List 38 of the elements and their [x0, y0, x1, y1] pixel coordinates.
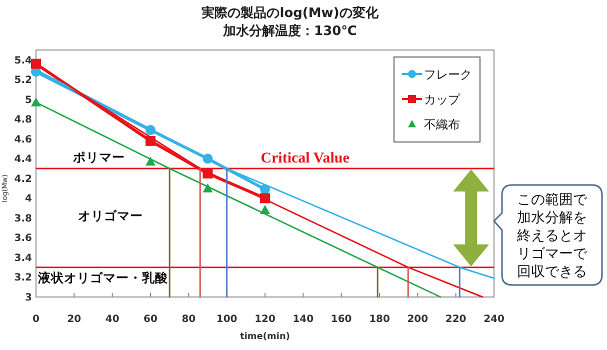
y-tick-label: 5.4	[14, 55, 32, 66]
legend-label: フレーク	[424, 68, 472, 82]
y-tick-label: 5	[25, 94, 32, 106]
x-tick-label: 40	[105, 314, 120, 325]
x-tick-label: 160	[330, 314, 352, 325]
y-tick-label: 4.8	[14, 114, 32, 126]
x-tick-label: 220	[445, 314, 466, 325]
legend-label: 不織布	[424, 118, 460, 132]
point	[31, 58, 41, 69]
x-axis-title: time(min)	[240, 332, 290, 342]
x-tick-label: 120	[254, 314, 276, 325]
chart-subtitle: 加水分解温度：130℃	[222, 23, 357, 39]
text: この範囲で加水分解を終えるとオリゴマーで回収できる	[516, 192, 588, 280]
annotation: 液状オリゴマー・乳酸	[36, 270, 169, 286]
annotation: オリゴマー	[78, 208, 143, 223]
x-tick-label: 200	[407, 314, 428, 325]
y-tick-label: 4	[25, 194, 32, 205]
x-tick-label: 140	[292, 314, 314, 325]
x-tick-label: 60	[144, 314, 158, 325]
y-tick-label: 4.4	[14, 154, 32, 166]
y-tick-label: 3	[25, 292, 32, 304]
y-tick-label: 3.8	[14, 213, 32, 224]
x-tick-label: 80	[182, 314, 196, 325]
x-tick-label: 240	[484, 314, 504, 325]
y-tick-label: 3.4	[14, 252, 32, 264]
y-tick-label: 3.6	[14, 233, 32, 244]
x-tick-label: 20	[67, 314, 82, 325]
legend-label: カップ	[424, 92, 461, 106]
y-tick-label: 4.6	[14, 134, 32, 146]
x-tick-label: 180	[369, 314, 390, 325]
ref-line-label: Critical Value	[260, 150, 350, 167]
y-tick-label: 4.2	[14, 174, 32, 185]
y-tick-label: 5.2	[14, 75, 32, 86]
y-tick-label: 3.2	[14, 272, 32, 284]
x-tick-label: 100	[216, 314, 238, 325]
annotation: ポリマー	[72, 150, 125, 165]
x-tick-label: 0	[32, 314, 40, 325]
chart-title: 実際の製品のlog(Mw)の変化	[200, 5, 380, 21]
